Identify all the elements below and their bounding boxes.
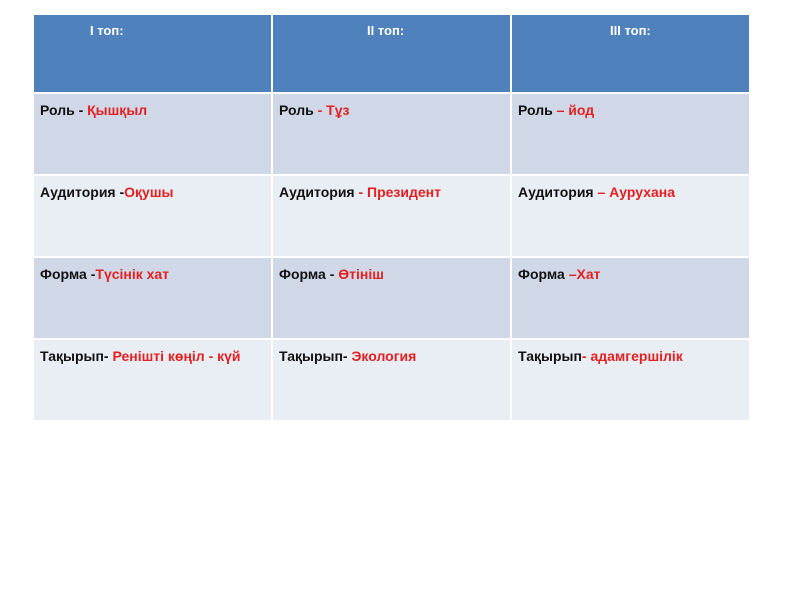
header-group-1: I топ:	[32, 13, 273, 94]
table-cell: Роль - Қышқыл	[32, 92, 273, 176]
cell-label: Форма -	[40, 266, 96, 282]
header-group-3: III топ:	[510, 13, 751, 94]
table-cell: Аудитория -Оқушы	[32, 174, 273, 258]
groups-table: I топ: II топ: III топ: Роль - Қышқыл Ро…	[32, 13, 751, 422]
header-group-2: II топ:	[271, 13, 512, 94]
cell-value: Түсінік хат	[95, 266, 170, 282]
cell-value: Өтініш	[338, 266, 384, 282]
cell-value: - адамгершілік	[581, 348, 683, 364]
table-row-audience: Аудитория -Оқушы Аудитория - Президент А…	[32, 174, 751, 258]
cell-value: Қышқыл	[87, 102, 148, 118]
cell-value: –Хат	[568, 266, 601, 282]
table-cell: Форма - Өтініш	[271, 256, 512, 340]
table-cell: Форма –Хат	[510, 256, 751, 340]
cell-label: Тақырып-	[279, 348, 352, 364]
cell-value: Оқушы	[124, 184, 174, 200]
cell-label: Роль	[518, 102, 557, 118]
cell-label: Роль -	[40, 102, 88, 118]
table-cell: Тақырып- Экология	[271, 338, 512, 422]
table-cell: Роль – йод	[510, 92, 751, 176]
table-cell: Роль - Тұз	[271, 92, 512, 176]
header-label: II топ:	[367, 23, 405, 38]
cell-value: Ренішті көңіл - күй	[112, 348, 241, 364]
cell-label: Роль	[279, 102, 314, 118]
cell-label: Аудитория	[279, 184, 355, 200]
cell-label: Тақырып	[518, 348, 582, 364]
cell-label: Тақырып-	[40, 348, 113, 364]
table-cell: Форма -Түсінік хат	[32, 256, 273, 340]
cell-label: Аудитория -	[40, 184, 125, 200]
table-cell: Аудитория - Президент	[271, 174, 512, 258]
table-row-topic: Тақырып- Ренішті көңіл - күй Тақырып- Эк…	[32, 338, 751, 422]
cell-value: - Тұз	[313, 102, 350, 118]
cell-label: Форма -	[279, 266, 339, 282]
table-row-form: Форма -Түсінік хат Форма - Өтініш Форма …	[32, 256, 751, 340]
table-row-role: Роль - Қышқыл Роль - Тұз Роль – йод	[32, 92, 751, 176]
cell-value: – йод	[556, 102, 595, 118]
header-label: III топ:	[610, 23, 651, 38]
cell-label: Форма	[518, 266, 569, 282]
header-row: I топ: II топ: III топ:	[32, 13, 751, 94]
cell-value: - Президент	[354, 184, 441, 200]
table-cell: Тақырып- адамгершілік	[510, 338, 751, 422]
cell-value: Экология	[351, 348, 417, 364]
header-label: I топ:	[90, 23, 124, 38]
table-cell: Аудитория – Аурухана	[510, 174, 751, 258]
table-cell: Тақырып- Ренішті көңіл - күй	[32, 338, 273, 422]
cell-value: – Аурухана	[597, 184, 676, 200]
cell-label: Аудитория	[518, 184, 598, 200]
